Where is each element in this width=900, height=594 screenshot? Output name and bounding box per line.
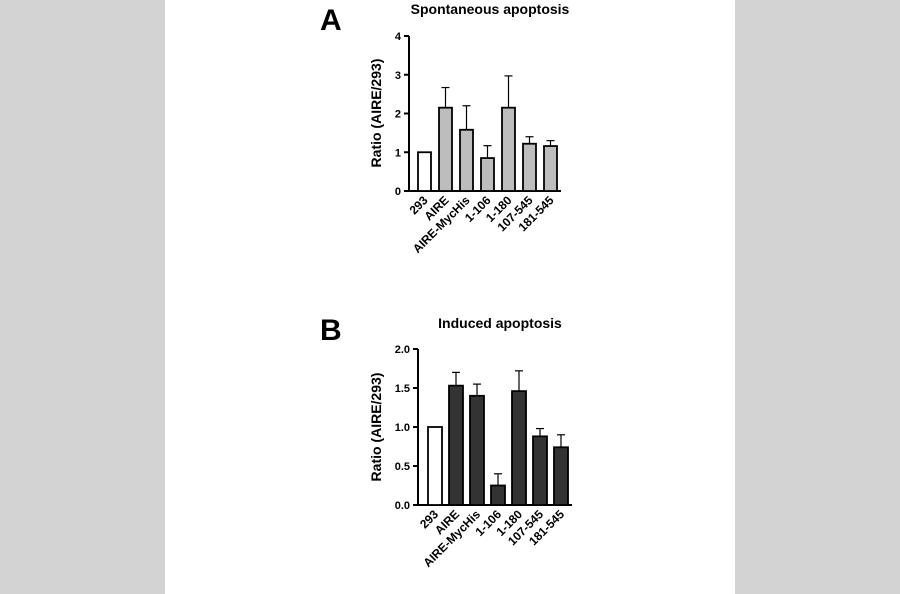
y-tick-label: 3 xyxy=(395,70,401,82)
panel-b-letter: B xyxy=(320,314,342,347)
panel-b-ylabel: Ratio (AIRE/293) xyxy=(368,373,384,482)
right-margin-band xyxy=(735,0,900,594)
panel-a-letter: A xyxy=(320,4,342,37)
bar-a-2 xyxy=(459,128,474,192)
bar-a-4 xyxy=(501,106,516,192)
panel-a-ylabel: Ratio (AIRE/293) xyxy=(368,59,384,168)
bar-a-1 xyxy=(438,106,453,192)
y-tick-label: 0.0 xyxy=(395,500,410,512)
panel-b-title: Induced apoptosis xyxy=(438,315,562,331)
y-tick-label: 0.5 xyxy=(395,461,410,473)
left-margin-band xyxy=(0,0,165,594)
bar-b-2 xyxy=(469,394,485,506)
bar-b-1 xyxy=(448,384,464,506)
bar-b-0 xyxy=(427,426,443,506)
panel-a-plot: 01234293AIREAIRE-MycHis1-1061-180107-545… xyxy=(395,31,561,256)
y-tick-label: 2 xyxy=(395,109,401,121)
bar-b-3 xyxy=(490,484,506,506)
bar-a-3 xyxy=(480,157,495,192)
bar-a-6 xyxy=(543,145,558,192)
bar-b-6 xyxy=(553,446,569,506)
bar-b-5 xyxy=(532,435,548,506)
panel-a: A Spontaneous apoptosis Ratio (AIRE/293)… xyxy=(320,1,570,256)
bar-a-0 xyxy=(417,151,432,192)
y-tick-label: 0 xyxy=(395,186,401,198)
y-tick-label: 4 xyxy=(395,31,402,43)
panel-b-plot: 0.00.51.01.52.0293AIREAIRE-MycHis1-1061-… xyxy=(395,344,572,570)
bar-b-4 xyxy=(511,390,527,506)
y-tick-label: 1.0 xyxy=(395,422,410,434)
panel-b: B Induced apoptosis Ratio (AIRE/293) 0.0… xyxy=(320,314,572,570)
bar-a-5 xyxy=(522,142,537,192)
y-tick-label: 1 xyxy=(395,147,401,159)
panel-a-title: Spontaneous apoptosis xyxy=(411,1,570,17)
y-tick-label: 1.5 xyxy=(395,383,410,395)
y-tick-label: 2.0 xyxy=(395,344,410,356)
